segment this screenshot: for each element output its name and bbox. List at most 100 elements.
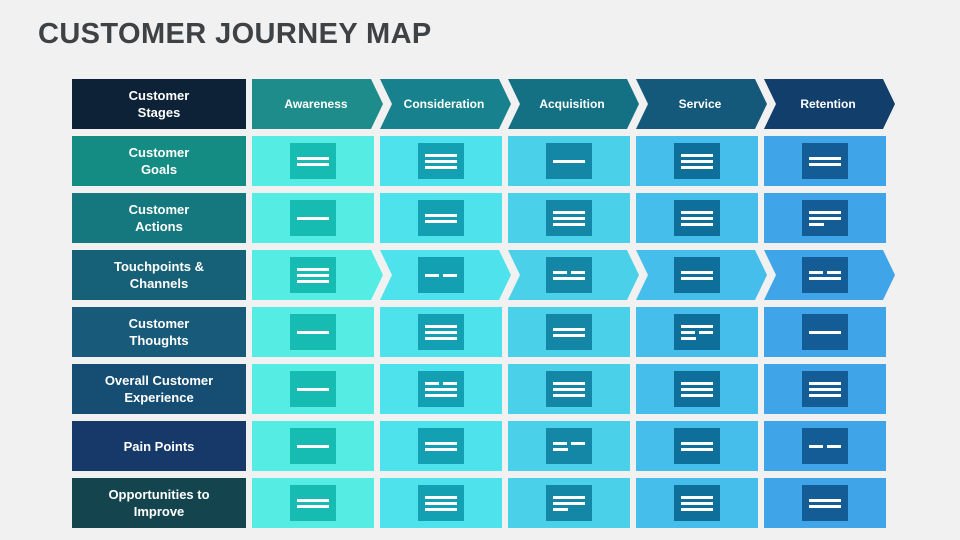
icon-line-segment [425,507,457,511]
icon-line [425,507,457,511]
icon-line [553,270,585,274]
icon-line [553,393,585,397]
journey-cell [764,478,886,528]
journey-cell [380,478,502,528]
icon-line-segment [425,165,457,169]
icon-line-segment [553,333,585,337]
text-placeholder-icon [674,143,720,179]
text-placeholder-icon [674,257,720,293]
text-placeholder-icon [802,371,848,407]
icon-line [681,222,713,226]
icon-line-segment [809,504,841,508]
icon-line [297,330,329,334]
icon-line-segment [809,330,841,334]
icon-line-segment [681,447,713,451]
journey-cell [508,250,630,300]
icon-line [297,267,329,271]
icon-line-segment [699,330,713,334]
icon-line [553,501,585,505]
icon-line [681,210,713,214]
text-placeholder-icon [802,428,848,464]
icon-line [809,393,841,397]
icon-line [681,336,713,340]
journey-cell [764,307,886,357]
text-placeholder-icon [418,428,464,464]
icon-line-segment [425,213,457,217]
icon-line-segment [553,159,585,163]
icon-line [553,327,585,331]
journey-cell [636,136,758,186]
icon-line [425,273,457,277]
journey-cell [252,307,374,357]
text-placeholder-icon [674,428,720,464]
icon-line [809,210,841,214]
journey-cell [252,136,374,186]
icon-line [681,270,713,274]
journey-cell [508,364,630,414]
icon-line [681,324,713,328]
journey-cell [636,478,758,528]
icon-line-segment [681,441,713,445]
icon-line [425,336,457,340]
journey-cell [508,307,630,357]
stage-header-label: Service [678,97,722,111]
icon-line [681,447,713,451]
icon-line [681,393,713,397]
journey-cell [764,421,886,471]
icon-line-segment [297,162,329,166]
text-placeholder-icon [418,257,464,293]
icon-line-segment [809,210,841,214]
text-placeholder-icon [418,200,464,236]
row-label-overall-customer-experience: Overall Customer Experience [72,364,246,414]
journey-cell [380,136,502,186]
icon-line-segment [297,444,329,448]
row-label-line: Actions [135,219,183,234]
icon-line-segment [809,162,841,166]
icon-line-segment [425,330,457,334]
icon-line-segment [553,387,585,391]
icon-line-segment [809,270,823,274]
text-placeholder-icon [290,428,336,464]
icon-line [297,387,329,391]
icon-line [809,444,841,448]
text-placeholder-icon [802,314,848,350]
journey-cell [252,364,374,414]
text-placeholder-icon [546,200,592,236]
journey-cell [508,478,630,528]
icon-line [681,507,713,511]
text-placeholder-icon [290,200,336,236]
text-placeholder-icon [418,485,464,521]
text-placeholder-icon [546,314,592,350]
icon-line-segment [425,387,457,391]
text-placeholder-icon [674,314,720,350]
row-label-line: Customer [128,145,190,160]
row-label-line: Pain Points [123,438,195,454]
row-label-touchpoints-channels: Touchpoints & Channels [72,250,246,300]
stage-header-consideration: Consideration [380,79,502,129]
text-placeholder-icon [418,371,464,407]
row-label-line: Thoughts [129,333,189,348]
icon-line [553,381,585,385]
journey-cell [764,136,886,186]
icon-line-segment [553,222,585,226]
icon-line-segment [425,495,457,499]
row-label-line: Goals [140,162,178,177]
icon-line-segment [443,273,457,277]
stage-arrow-shape [252,79,383,129]
stage-arrow-shape [508,79,639,129]
text-placeholder-icon [674,200,720,236]
row-label-line: Overall Customer [104,373,214,388]
icon-line-segment [553,507,568,511]
icon-line-segment [297,267,329,271]
icon-line [681,165,713,169]
icon-line-segment [425,153,457,157]
stage-arrow-shape [636,79,767,129]
stage-arrow-shape [380,79,511,129]
icon-line [681,216,713,220]
row-label-line: Customer [128,202,190,217]
text-placeholder-icon [674,485,720,521]
icon-line-segment [553,216,585,220]
text-placeholder-icon [290,143,336,179]
journey-cell [380,193,502,243]
journey-cell [508,193,630,243]
